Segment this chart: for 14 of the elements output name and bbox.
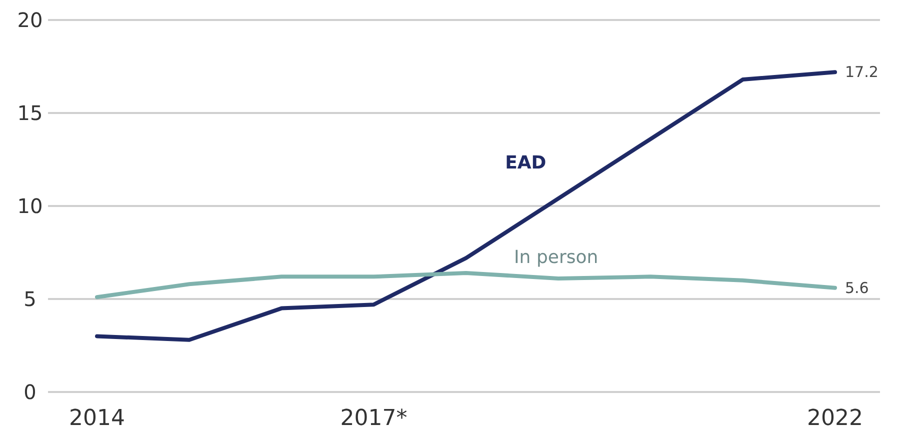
x-tick-label: 2022 — [807, 406, 863, 431]
x-tick-label: 2017* — [340, 406, 408, 431]
series-label: In person — [514, 246, 598, 268]
y-tick-label: 10 — [17, 194, 43, 218]
x-tick-label: 2014 — [69, 406, 125, 431]
y-tick-label: 5 — [24, 287, 36, 311]
y-tick-label: 20 — [17, 8, 43, 32]
series-label: EAD — [505, 152, 546, 174]
data-label: 5.6 — [845, 278, 869, 297]
y-tick-label: 15 — [17, 101, 43, 125]
line-series — [95, 270, 837, 300]
data-label: 17.2 — [845, 63, 878, 82]
line-series — [95, 70, 837, 342]
y-tick-label: 0 — [24, 380, 36, 404]
